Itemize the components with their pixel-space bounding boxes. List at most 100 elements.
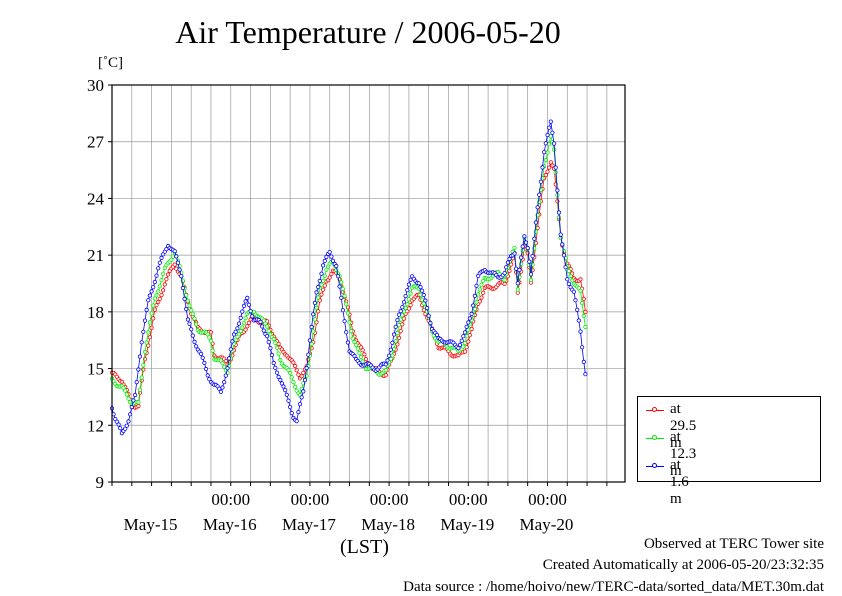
data-point [126, 396, 131, 401]
observed-site-note: Observed at TERC Tower site [643, 536, 824, 552]
data-point [480, 290, 486, 295]
data-point [159, 292, 164, 298]
data-point [322, 283, 327, 288]
data-point [243, 299, 248, 304]
data-point [286, 398, 291, 403]
x-day-label: May-18 [361, 515, 415, 534]
data-point [393, 339, 398, 344]
data-source-note: Data source : /home/hoivo/new/TERC-data/… [403, 579, 824, 595]
data-point [391, 332, 397, 337]
data-point [383, 373, 388, 378]
data-point [245, 324, 250, 329]
data-point [149, 325, 154, 330]
data-point [182, 296, 187, 301]
data-point [301, 389, 306, 394]
data-point [273, 340, 278, 345]
data-point [136, 403, 141, 409]
data-point [297, 401, 303, 407]
data-point [334, 263, 339, 269]
data-point [240, 325, 245, 330]
data-point [560, 242, 565, 247]
data-point [131, 398, 136, 403]
data-point [344, 330, 349, 335]
data-point [225, 366, 230, 371]
data-point [320, 278, 326, 283]
data-point [345, 311, 350, 316]
data-point [292, 384, 298, 389]
data-point [161, 288, 166, 293]
data-point [264, 333, 270, 339]
data-point [555, 188, 560, 193]
data-point [146, 298, 151, 303]
data-point [566, 268, 572, 274]
data-point [345, 340, 350, 345]
data-point [309, 341, 314, 347]
data-point [172, 262, 177, 267]
data-point [200, 355, 205, 360]
data-point [291, 360, 296, 365]
data-point [405, 288, 410, 293]
legend-marker-1-6m [652, 463, 657, 468]
data-point [329, 271, 334, 277]
data-point [306, 352, 311, 357]
data-point [274, 345, 280, 350]
data-point [287, 404, 293, 410]
data-point [349, 328, 354, 334]
data-point [205, 332, 210, 337]
y-tick-label: 9 [96, 473, 105, 492]
data-point [398, 328, 403, 334]
data-point [337, 284, 342, 289]
data-point [250, 314, 255, 319]
data-point [579, 300, 585, 306]
data-point [276, 341, 281, 346]
data-point [134, 379, 139, 385]
data-point [462, 349, 468, 354]
data-point [330, 258, 336, 263]
legend-label-29-5m: at 29.5 m [670, 401, 697, 451]
data-point [571, 289, 577, 294]
data-point [266, 328, 271, 334]
data-point [151, 316, 156, 321]
data-point [170, 254, 176, 259]
data-point [179, 273, 184, 279]
data-point [284, 392, 289, 397]
data-point [304, 365, 309, 371]
data-point [467, 333, 472, 338]
data-point [578, 288, 583, 293]
data-point [139, 340, 144, 345]
data-point [314, 290, 319, 295]
data-point [513, 266, 519, 271]
data-point [233, 329, 238, 334]
data-point [355, 346, 360, 351]
data-point [400, 322, 405, 327]
data-point [309, 346, 314, 351]
data-point [156, 289, 161, 294]
data-point [309, 324, 314, 330]
data-point [479, 282, 484, 287]
data-point [408, 302, 413, 308]
data-point [180, 285, 185, 291]
x-time-tick-label: 00:00 [370, 490, 409, 509]
data-point [263, 321, 268, 326]
data-point [316, 309, 321, 314]
data-point [342, 293, 347, 298]
data-point [504, 265, 509, 270]
data-point [312, 300, 317, 305]
data-point [581, 313, 586, 319]
data-point [296, 372, 301, 377]
data-point [276, 374, 281, 379]
data-point [561, 253, 567, 258]
data-point [291, 379, 296, 385]
data-point [189, 327, 194, 332]
data-point [362, 352, 367, 357]
data-point [383, 368, 388, 373]
data-point [320, 287, 326, 292]
x-day-label: May-15 [124, 515, 178, 534]
data-point [124, 392, 129, 397]
data-point [299, 373, 304, 379]
data-point [146, 343, 151, 348]
data-point [530, 254, 535, 259]
data-point [322, 258, 327, 263]
data-point [238, 328, 243, 334]
